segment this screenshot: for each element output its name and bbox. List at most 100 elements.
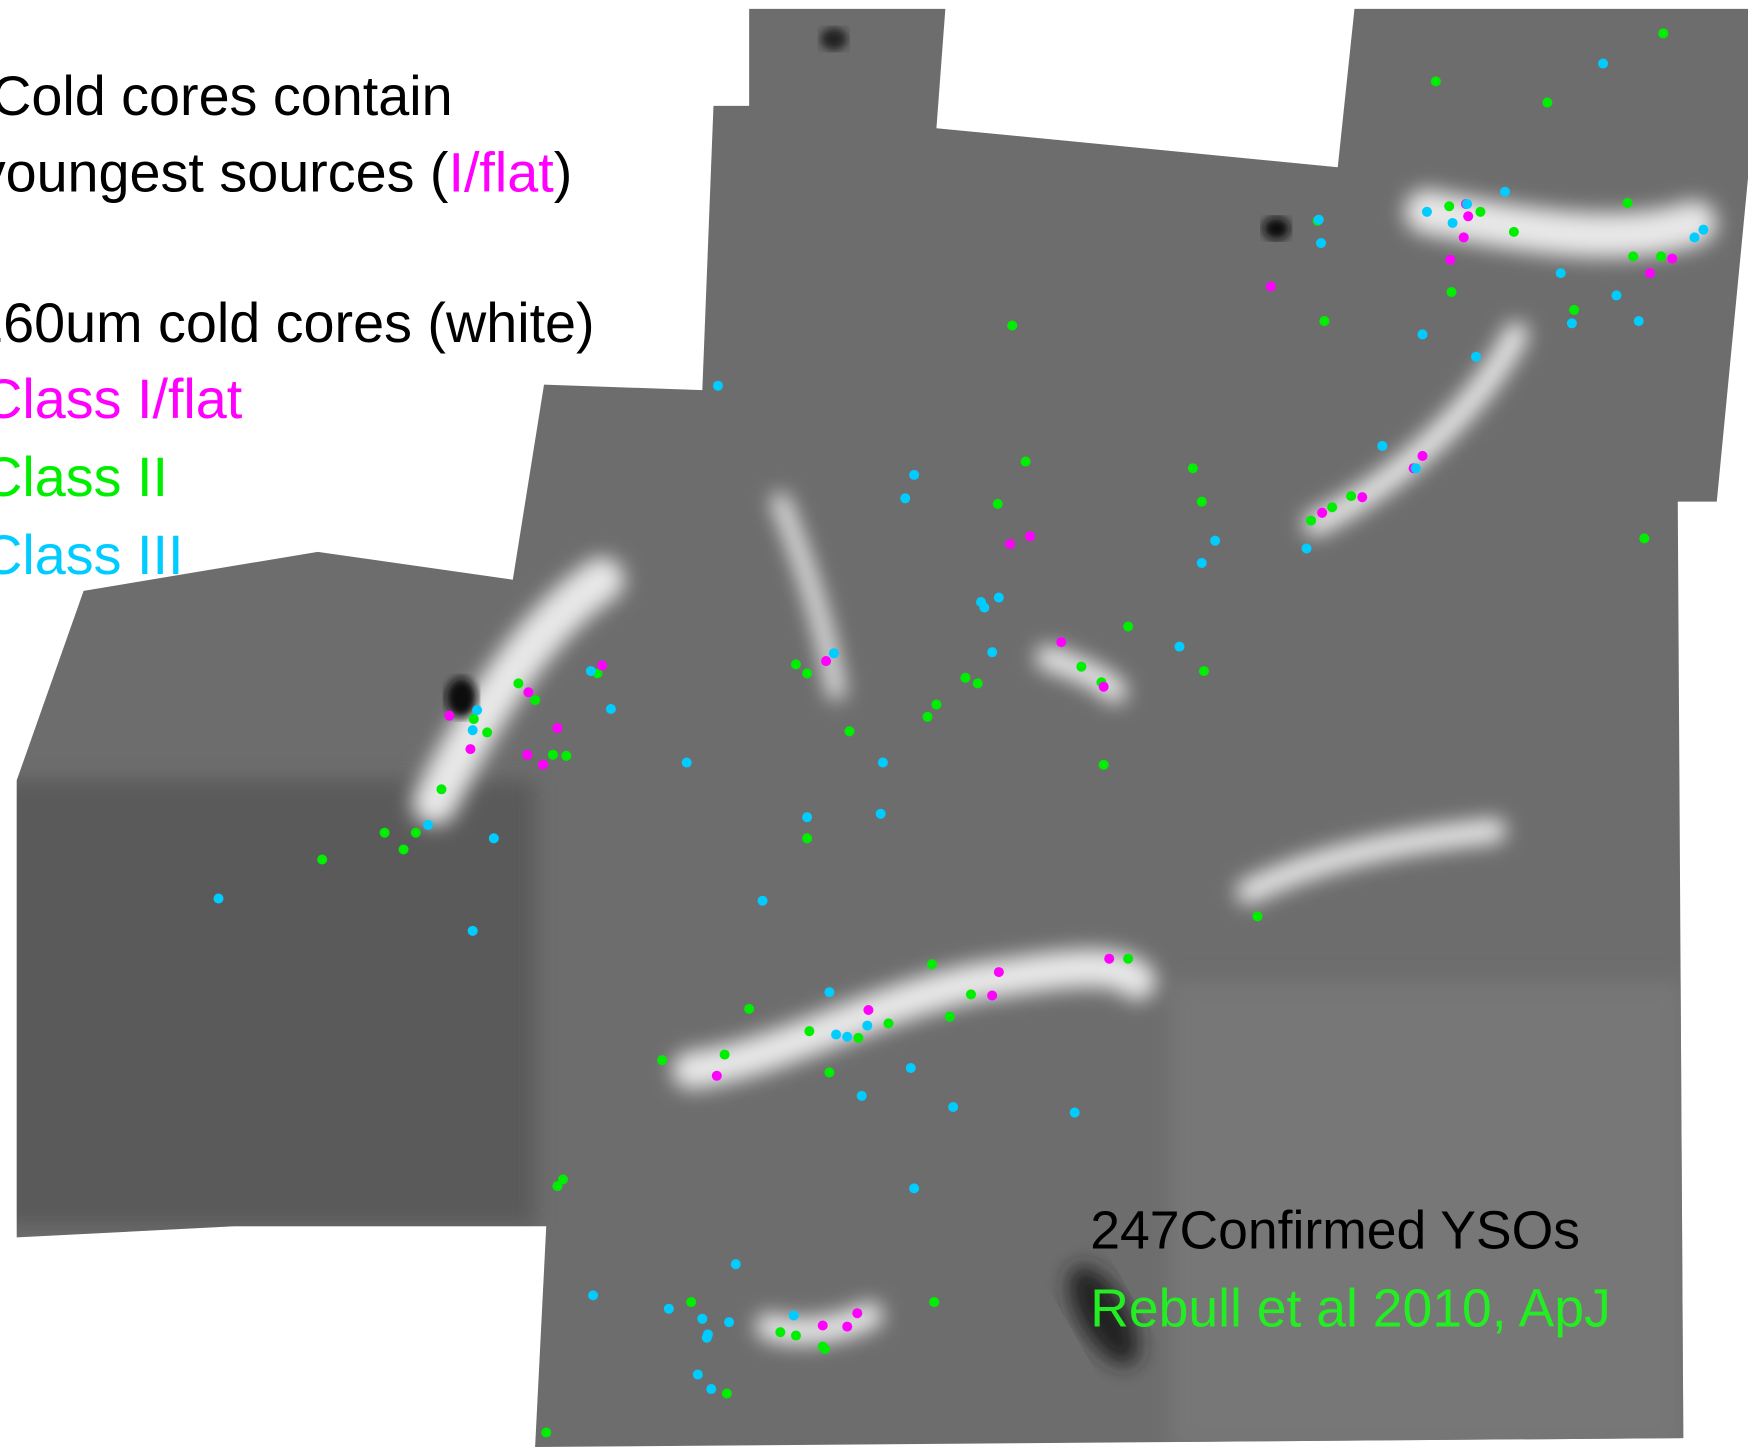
yso-dot <box>1475 207 1485 217</box>
yso-dot <box>697 1314 707 1324</box>
yso-dot <box>1656 251 1666 261</box>
yso-dot <box>411 828 421 838</box>
yso-dot <box>1056 637 1066 647</box>
yso-dot <box>1698 225 1708 235</box>
yso-dot <box>1007 321 1017 331</box>
yso-dot <box>1611 290 1621 300</box>
yso-dot <box>791 1331 801 1341</box>
yso-dot <box>1346 491 1356 501</box>
yso-dot <box>213 894 223 904</box>
slide: Cold cores contain youngest sources (I/f… <box>0 0 1748 1447</box>
yso-dot <box>1444 201 1454 211</box>
yso-dot <box>987 990 997 1000</box>
yso-dot <box>876 809 886 819</box>
yso-dot <box>1099 760 1109 770</box>
yso-dot <box>1639 533 1649 543</box>
yso-dot <box>1197 497 1207 507</box>
yso-dot <box>513 678 523 688</box>
yso-dot <box>1357 492 1367 502</box>
yso-dot <box>548 750 558 760</box>
yso-dot <box>1598 59 1608 69</box>
yso-dot <box>693 1370 703 1380</box>
yso-dot <box>1569 305 1579 315</box>
yso-dot <box>804 1026 814 1036</box>
yso-dot <box>960 673 970 683</box>
yso-dot <box>931 700 941 710</box>
yso-dot <box>1417 451 1427 461</box>
yso-dot <box>994 593 1004 603</box>
yso-dot <box>1462 199 1472 209</box>
yso-dot <box>829 648 839 658</box>
yso-dot <box>900 493 910 503</box>
yso-dot <box>1542 98 1552 108</box>
yso-dot <box>802 833 812 843</box>
yso-dot <box>380 828 390 838</box>
yso-dot <box>906 1063 916 1073</box>
yso-dot <box>1377 441 1387 451</box>
yso-dot <box>821 656 831 666</box>
yso-dot <box>444 711 454 721</box>
yso-dot <box>1556 268 1566 278</box>
yso-dot <box>1199 666 1209 676</box>
yso-dot <box>789 1310 799 1320</box>
yso-dot <box>1623 198 1633 208</box>
yso-dot <box>1252 911 1262 921</box>
yso-dot <box>922 712 932 722</box>
yso-dot <box>588 1290 598 1300</box>
yso-dot <box>436 784 446 794</box>
yso-dot <box>1471 352 1481 362</box>
yso-dot <box>541 1427 551 1437</box>
yso-dot <box>1422 207 1432 217</box>
yso-dot <box>1070 1108 1080 1118</box>
legend-item: Class I/flat <box>0 368 243 430</box>
yso-dot <box>1645 268 1655 278</box>
yso-dot <box>722 1388 732 1398</box>
yso-dot <box>1658 28 1668 38</box>
yso-dot <box>883 1018 893 1028</box>
yso-dot <box>1411 463 1421 473</box>
yso-dot <box>1446 287 1456 297</box>
yso-dot <box>1431 76 1441 86</box>
yso-dot <box>538 760 548 770</box>
yso-dot <box>552 1181 562 1191</box>
yso-dot <box>1266 281 1276 291</box>
yso-dot <box>1076 662 1086 672</box>
note-text: youngest sources ( <box>0 142 449 204</box>
yso-dot <box>929 1297 939 1307</box>
yso-dot <box>523 687 533 697</box>
yso-dot <box>552 723 562 733</box>
footer-citation: Rebull et al 2010, ApJ <box>1090 1280 1611 1339</box>
yso-dot <box>863 1005 873 1015</box>
yso-dot <box>948 1102 958 1112</box>
yso-dot <box>775 1327 785 1337</box>
yso-dot <box>966 989 976 999</box>
yso-dot <box>973 678 983 688</box>
yso-dot <box>862 1021 872 1031</box>
yso-dot <box>1174 642 1184 652</box>
yso-dot <box>852 1308 862 1318</box>
yso-dot <box>530 695 540 705</box>
yso-dot <box>842 1322 852 1332</box>
yso-dot <box>1302 543 1312 553</box>
yso-dot <box>399 844 409 854</box>
yso-dot <box>468 926 478 936</box>
yso-dot <box>1634 316 1644 326</box>
yso-dot <box>586 666 596 676</box>
note-highlight: I/flat <box>448 142 554 204</box>
yso-dot <box>606 704 616 714</box>
yso-dot <box>1448 218 1458 228</box>
yso-dot <box>802 668 812 678</box>
yso-dot <box>686 1297 696 1307</box>
yso-dot <box>818 1320 828 1330</box>
note-line: youngest sources (I/flat) <box>0 142 572 204</box>
yso-dot <box>1567 318 1577 328</box>
yso-dot <box>1025 531 1035 541</box>
yso-dot <box>842 1032 852 1042</box>
yso-dot <box>682 758 692 768</box>
footer-count: 247Confirmed YSOs <box>1090 1202 1580 1261</box>
yso-dot <box>1463 211 1473 221</box>
yso-dot <box>664 1304 674 1314</box>
yso-dot <box>1123 954 1133 964</box>
yso-dot <box>1021 457 1031 467</box>
yso-dot <box>712 1071 722 1081</box>
